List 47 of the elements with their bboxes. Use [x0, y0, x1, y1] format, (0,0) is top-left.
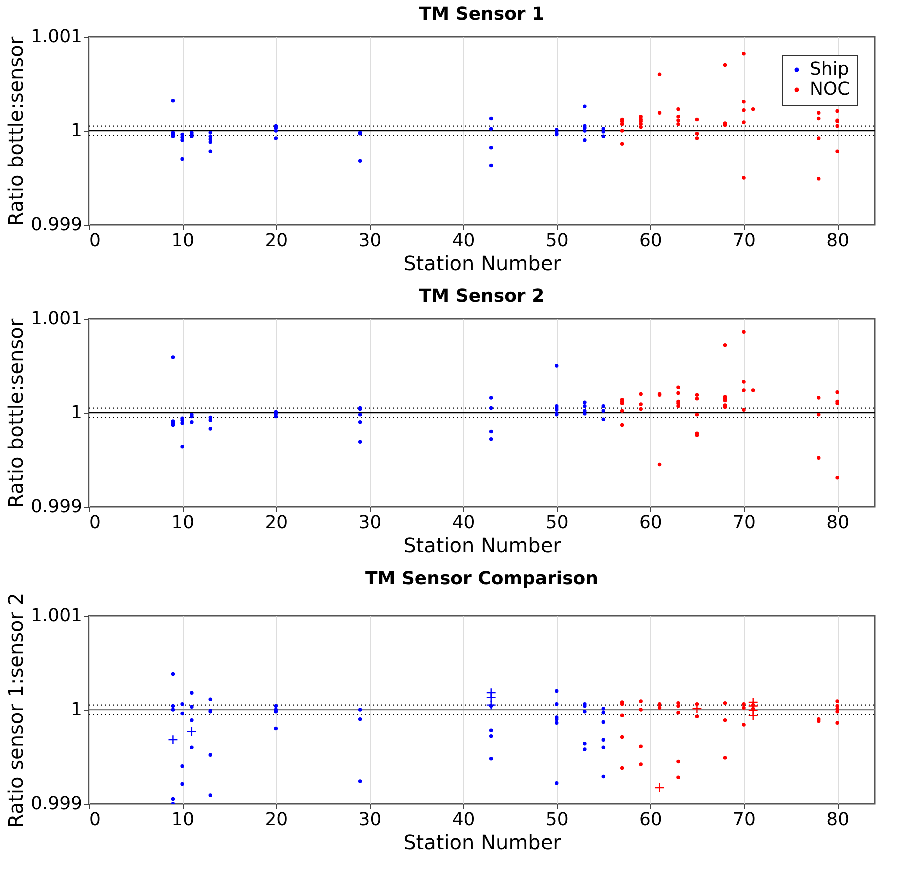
x-tick-label: 0 — [90, 230, 101, 252]
y-axis-title: Ratio bottle:sensor — [4, 318, 28, 508]
x-tick-label: 20 — [265, 512, 288, 534]
x-tick-label: 40 — [452, 230, 476, 252]
chart-title: TM Sensor 2 — [419, 286, 545, 307]
x-tick-label: 30 — [358, 810, 382, 830]
x-tick-label: 80 — [826, 810, 850, 830]
x-tick-label: 60 — [639, 512, 662, 534]
x-tick-label: 40 — [452, 810, 476, 830]
x-tick-label: 10 — [172, 810, 195, 830]
y-tick-label: 1 — [71, 700, 82, 720]
x-tick-label: 50 — [546, 810, 569, 830]
x-axis-title: Station Number — [404, 252, 562, 276]
x-tick-label: 20 — [265, 230, 288, 252]
x-tick-label: 60 — [639, 810, 662, 830]
x-tick-label: 0 — [90, 810, 101, 830]
x-tick-label: 80 — [826, 230, 850, 252]
y-tick-label: 1 — [71, 120, 82, 142]
y-tick-label: 0.999 — [30, 214, 82, 236]
x-tick-label: 60 — [639, 230, 662, 252]
chart-title: TM Sensor 1 — [419, 4, 545, 25]
y-tick-label: 0.999 — [30, 496, 82, 518]
x-tick-label: 70 — [733, 512, 756, 534]
x-tick-label: 50 — [546, 512, 569, 534]
x-tick-label: 30 — [358, 512, 382, 534]
x-tick-label: 10 — [172, 512, 195, 534]
legend-label: Ship — [810, 59, 850, 80]
x-tick-label: 70 — [733, 230, 756, 252]
y-axis-title: Ratio sensor 1:sensor 2 — [4, 592, 28, 828]
x-tick-label: 70 — [733, 810, 756, 830]
x-axis-title: Station Number — [404, 534, 562, 558]
y-tick-label: 0.999 — [30, 794, 82, 814]
x-tick-label: 30 — [358, 230, 382, 252]
x-tick-label: 20 — [265, 810, 288, 830]
x-tick-label: 10 — [172, 230, 195, 252]
y-axis-title: Ratio bottle:sensor — [4, 36, 28, 226]
y-tick-label: 1 — [71, 402, 82, 424]
chart-title: TM Sensor Comparison — [366, 568, 598, 590]
x-tick-label: 50 — [546, 230, 569, 252]
x-axis-title: Station Number — [404, 830, 562, 854]
legend-label: NOC — [810, 79, 850, 100]
x-tick-label: 0 — [90, 512, 101, 534]
y-tick-label: 1.001 — [30, 308, 82, 330]
x-tick-label: 80 — [826, 512, 850, 534]
y-tick-label: 1.001 — [30, 606, 82, 626]
x-tick-label: 40 — [452, 512, 476, 534]
y-tick-label: 1.001 — [30, 26, 82, 48]
